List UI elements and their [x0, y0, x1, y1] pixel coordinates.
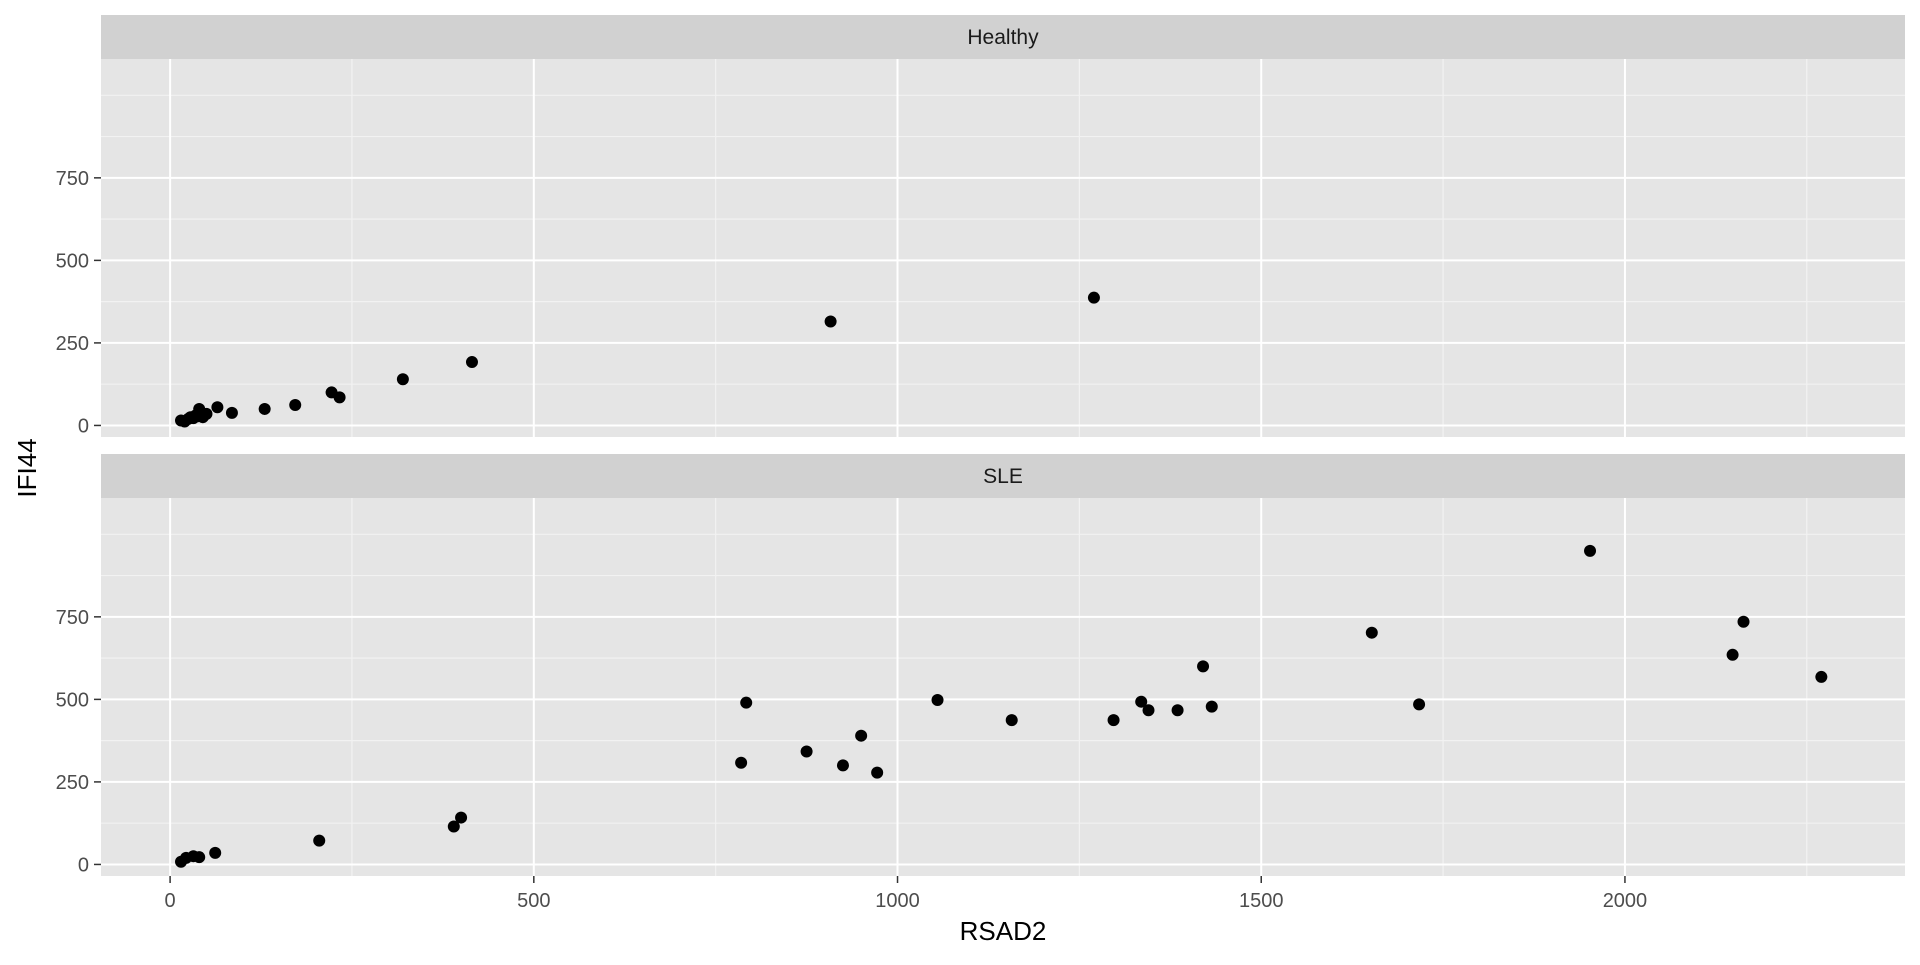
data-point [396, 373, 409, 386]
data-point [200, 407, 213, 420]
x-tick-label: 0 [165, 890, 176, 912]
data-point [931, 694, 944, 707]
panel-background [101, 498, 1905, 876]
data-point [740, 696, 753, 709]
data-point [1365, 626, 1378, 639]
y-axis-title: IFI44 [12, 438, 42, 497]
data-point [1205, 700, 1218, 713]
facet-strip [101, 15, 1905, 59]
y-tick-label: 250 [56, 772, 89, 794]
data-point [1413, 698, 1426, 711]
data-point [800, 745, 813, 758]
data-point [1171, 704, 1184, 717]
facet-label-sle: SLE [983, 465, 1023, 488]
data-point [1005, 714, 1018, 727]
data-point [193, 851, 206, 864]
data-point [1815, 670, 1828, 683]
y-tick-label: 750 [56, 607, 89, 629]
data-point [1135, 695, 1148, 708]
data-point [333, 391, 346, 404]
data-point [1197, 660, 1210, 673]
data-point [465, 356, 478, 369]
facet-label-healthy: Healthy [967, 26, 1039, 49]
y-tick-label: 500 [56, 250, 89, 272]
data-point [1737, 615, 1750, 628]
data-point [289, 398, 302, 411]
y-tick-label: 0 [78, 415, 89, 437]
x-tick-label: 2000 [1603, 890, 1648, 912]
data-point [1107, 714, 1120, 727]
data-point [313, 834, 326, 847]
x-tick-label: 500 [517, 890, 550, 912]
y-tick-label: 0 [78, 854, 89, 876]
panel-background [101, 59, 1905, 437]
y-tick-label: 750 [56, 168, 89, 190]
y-tick-label: 250 [56, 333, 89, 355]
data-point [211, 401, 224, 414]
data-point [209, 846, 222, 859]
data-point [855, 729, 868, 742]
data-point [258, 402, 271, 415]
x-axis-title: RSAD2 [960, 916, 1047, 946]
data-point [447, 820, 460, 833]
data-point [1726, 648, 1739, 661]
data-point [1142, 704, 1155, 717]
data-point [735, 756, 748, 769]
facet-strip [101, 454, 1905, 498]
y-tick-label: 500 [56, 689, 89, 711]
data-point [225, 406, 238, 419]
data-point [824, 315, 837, 328]
data-point [1584, 544, 1597, 557]
data-point [455, 811, 468, 824]
data-point [836, 759, 849, 772]
data-point [1087, 291, 1100, 304]
x-tick-label: 1500 [1239, 890, 1284, 912]
data-point [871, 766, 884, 779]
x-tick-label: 1000 [875, 890, 920, 912]
